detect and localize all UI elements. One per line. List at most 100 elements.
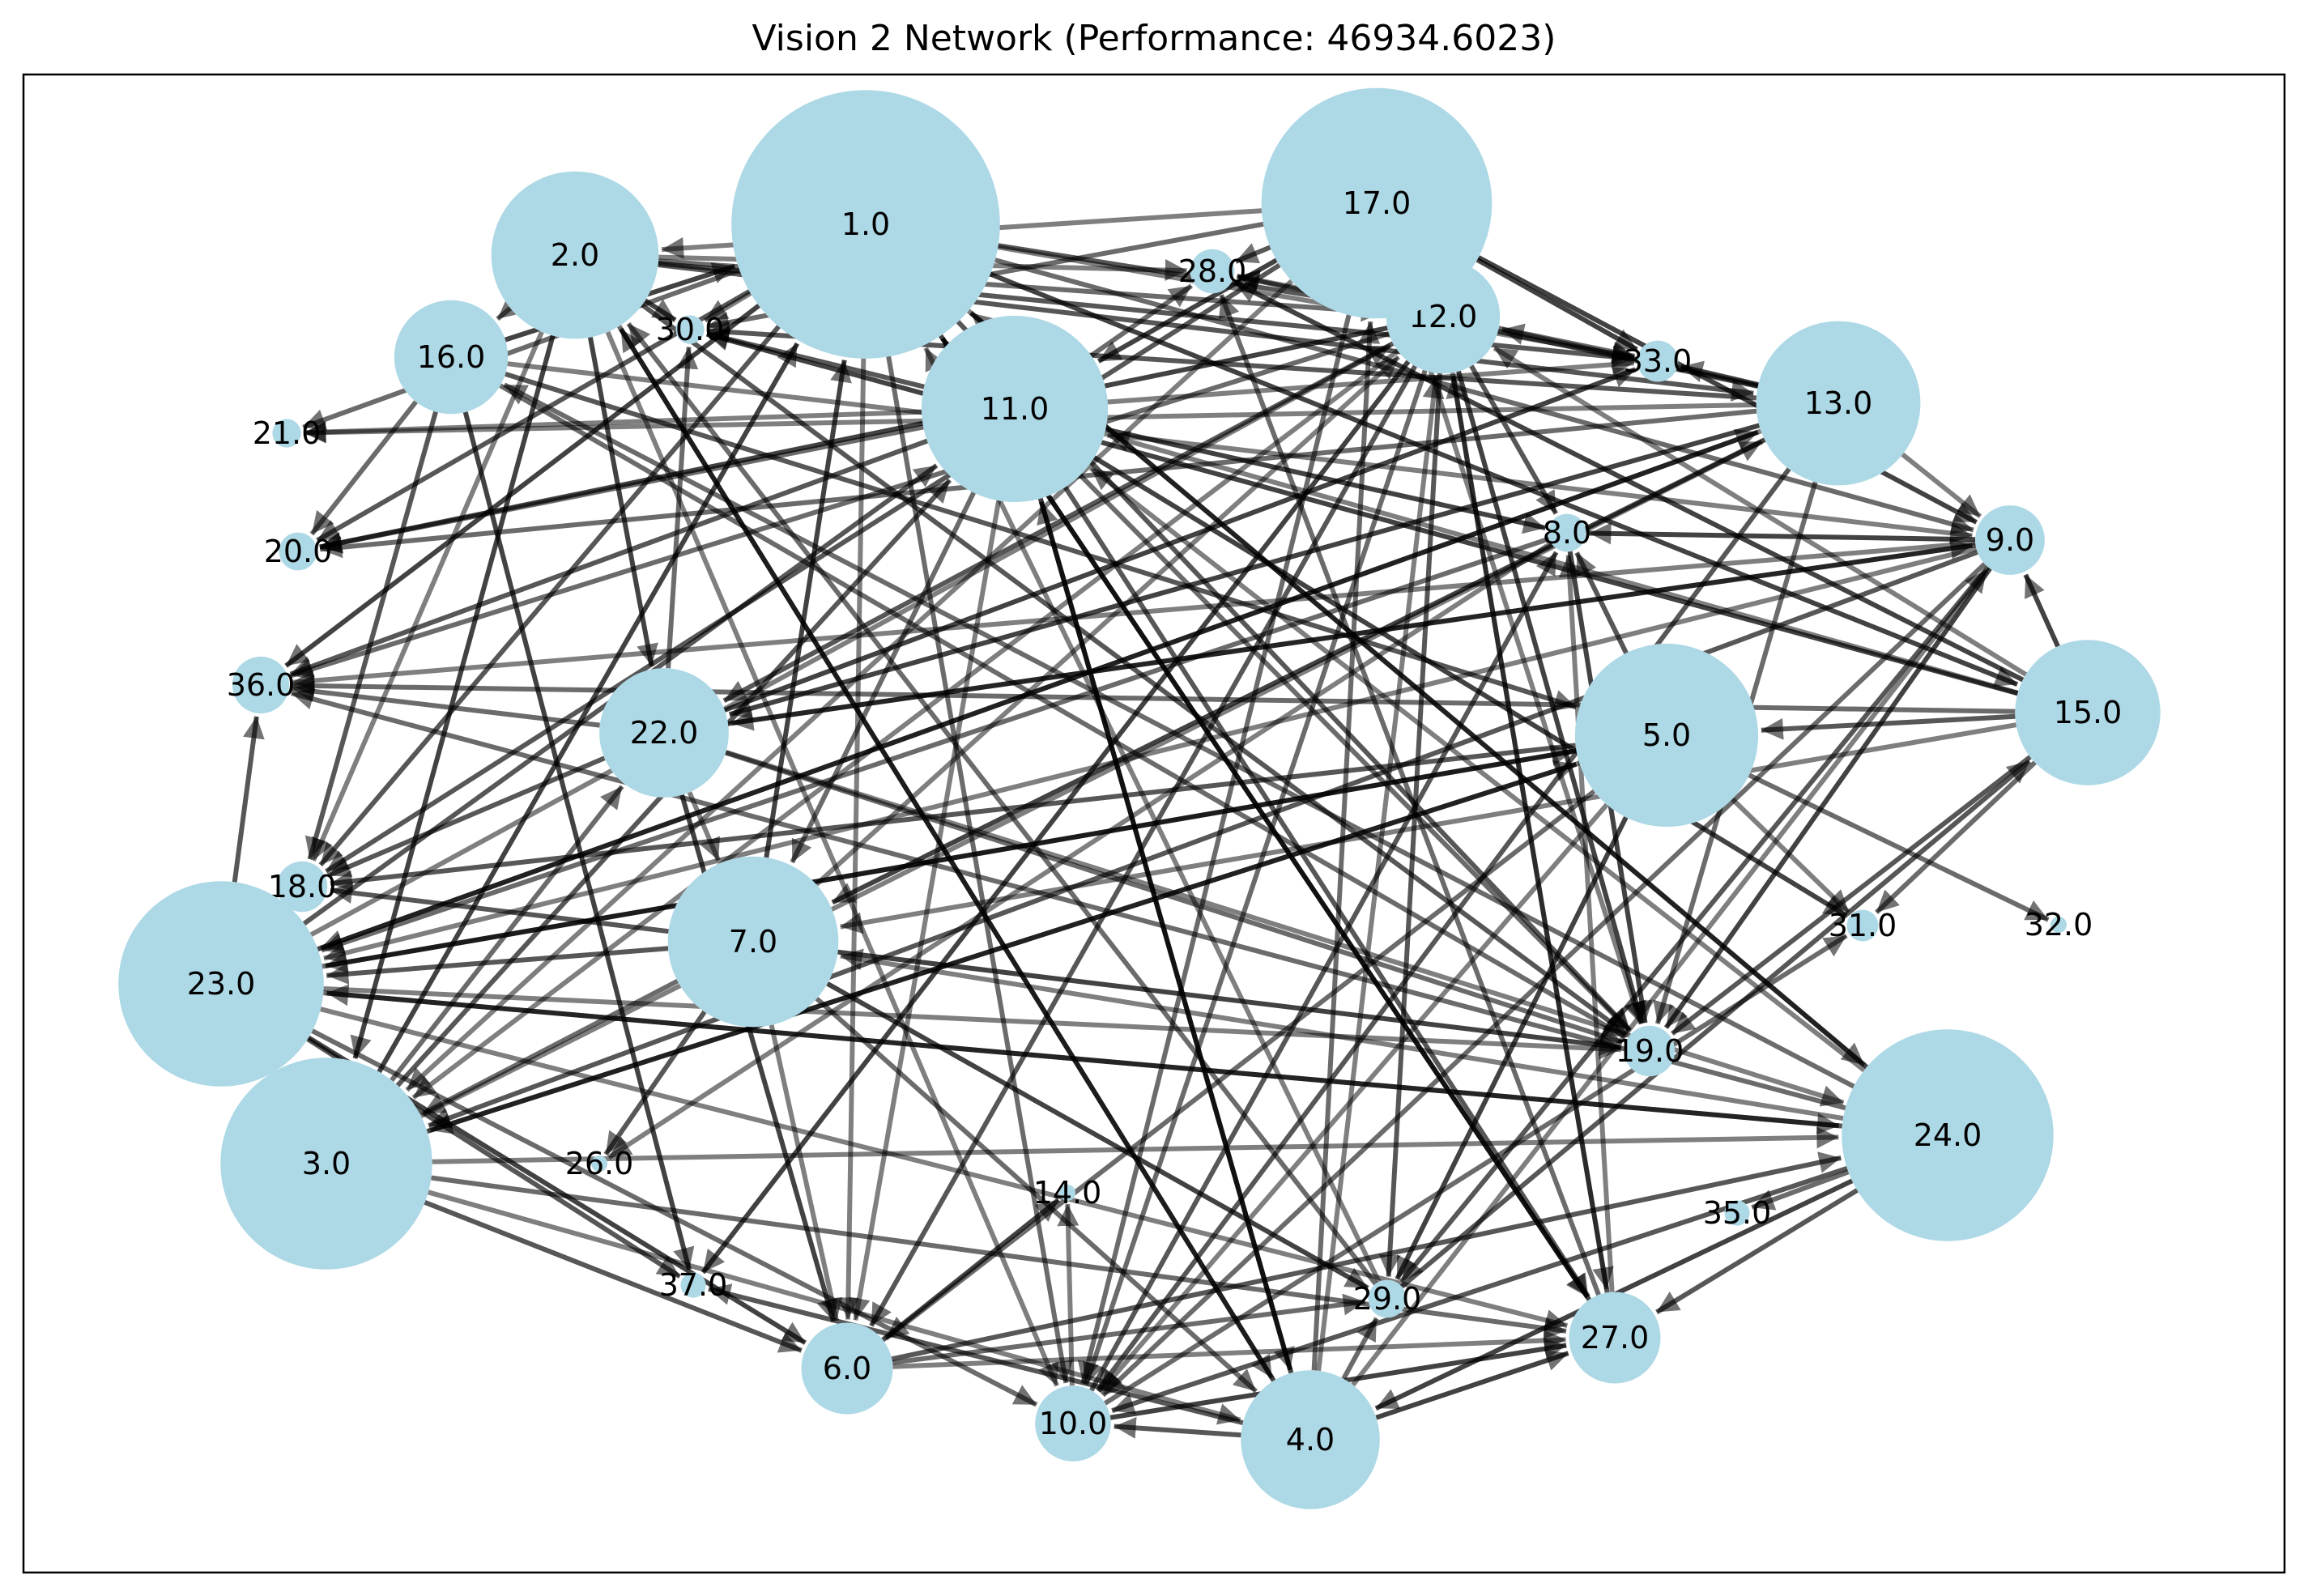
node-30: 30.0 (656, 312, 725, 347)
edge-13-7 (831, 437, 1766, 905)
edge-24-35 (1751, 1169, 1850, 1211)
node-circle-4 (1241, 1370, 1380, 1509)
edge-11-19 (1078, 473, 1632, 1033)
edge-15-5 (1761, 713, 2016, 740)
edge-2-30 (644, 298, 677, 322)
node-label-5: 5.0 (1642, 717, 1691, 753)
edge-12-3 (411, 349, 1399, 1100)
edge-9-36 (292, 540, 1976, 692)
edge-4-17 (1311, 321, 1381, 1371)
node-label-20: 20.0 (264, 534, 333, 569)
node-label-17: 17.0 (1343, 185, 1412, 221)
edge-6-29 (892, 1293, 1366, 1365)
node-20: 20.0 (264, 532, 333, 571)
edge-6-27 (892, 1329, 1566, 1369)
node-circle-37 (680, 1272, 706, 1298)
node-17: 17.0 (1261, 87, 1493, 319)
edge-17-28 (1234, 243, 1271, 264)
edge-7-19 (837, 949, 1622, 1056)
node-circle-23 (118, 881, 324, 1087)
edge-11-8 (1105, 427, 1546, 534)
node-circle-16 (394, 300, 509, 415)
node-label-18: 18.0 (268, 869, 337, 904)
node-circle-1 (731, 90, 1000, 359)
edge-1-15 (989, 271, 2019, 687)
edge-9-19 (1663, 567, 1992, 1029)
node-circle-11 (921, 315, 1109, 503)
node-label-29: 29.0 (1353, 1281, 1422, 1317)
edge-12-22 (722, 341, 1395, 704)
node-2: 2.0 (491, 171, 659, 339)
edge-2-3 (350, 334, 556, 1059)
edge-1-21 (302, 267, 741, 431)
edge-11-36 (289, 438, 929, 677)
edge-5-8 (1574, 551, 1629, 654)
edge-13-22 (728, 423, 1761, 720)
node-label-36: 36.0 (227, 667, 296, 703)
edge-5-18 (330, 743, 1576, 892)
edge-13-9 (1901, 452, 1982, 519)
edge-22-19 (725, 750, 1624, 1046)
edge-15-7 (840, 722, 2017, 934)
edge-3-1 (377, 342, 800, 1074)
edge-10-8 (1089, 551, 1559, 1392)
node-16: 16.0 (394, 300, 509, 415)
edge-22-36 (292, 680, 600, 728)
node-label-9: 9.0 (1986, 522, 2034, 558)
node-36: 36.0 (227, 656, 296, 714)
node-circle-17 (1261, 87, 1493, 319)
node-circle-36 (232, 656, 290, 714)
edge-7-29 (826, 981, 1369, 1291)
edge-10-14 (1057, 1203, 1079, 1386)
node-circle-21 (272, 419, 301, 448)
node-label-6: 6.0 (823, 1351, 871, 1386)
node-label-22: 22.0 (630, 715, 699, 751)
node-label-33: 33.0 (1624, 343, 1693, 379)
edge-4-11 (1037, 500, 1294, 1374)
node-label-27: 27.0 (1581, 1320, 1650, 1356)
node-circle-35 (1724, 1200, 1750, 1226)
node-15: 15.0 (2015, 640, 2161, 785)
edge-9-8 (1589, 522, 1976, 545)
node-label-8: 8.0 (1543, 515, 1591, 551)
node-circle-2 (491, 171, 659, 339)
edge-29-1 (923, 347, 1382, 1283)
edge-5-10 (1097, 802, 1609, 1394)
node-21: 21.0 (253, 415, 322, 451)
edge-23-13 (317, 429, 1759, 952)
edge-27-28 (1219, 294, 1601, 1296)
edge-17-3 (405, 279, 1293, 1092)
edge-4-27 (1375, 1349, 1569, 1420)
node-circle-28 (1190, 249, 1235, 294)
edge-9-23 (323, 546, 1978, 964)
edge-8-26 (607, 541, 1553, 1160)
plot-frame (22, 73, 2286, 1574)
node-circle-32 (2050, 917, 2067, 933)
node-label-11: 11.0 (981, 391, 1050, 427)
edge-3-4 (427, 1190, 1241, 1425)
node-circle-14 (1059, 1185, 1075, 1201)
node-28: 28.0 (1178, 249, 1246, 294)
node-circle-5 (1574, 643, 1759, 828)
edge-16-18 (304, 411, 438, 860)
edge-7-1 (764, 360, 852, 858)
edge-4-10 (1114, 1416, 1241, 1439)
edge-1-24 (966, 309, 1866, 1067)
edge-3-22 (390, 785, 624, 1083)
edge-7-18 (330, 882, 669, 934)
edge-2-10 (605, 330, 1059, 1387)
node-37: 37.0 (659, 1267, 728, 1303)
edge-24-36 (291, 688, 1846, 1111)
edge-2-16 (496, 296, 522, 321)
edge-17-18 (325, 262, 1281, 874)
node-27: 27.0 (1569, 1292, 1661, 1384)
edge-15-19 (1671, 755, 2032, 1036)
node-label-10: 10.0 (1039, 1406, 1108, 1441)
node-circle-19 (1624, 1025, 1676, 1077)
edge-24-10 (1111, 1166, 1848, 1415)
node-circle-20 (279, 532, 317, 571)
node-18: 18.0 (268, 861, 337, 913)
edge-23-36 (232, 716, 265, 883)
node-35: 35.0 (1703, 1195, 1772, 1231)
